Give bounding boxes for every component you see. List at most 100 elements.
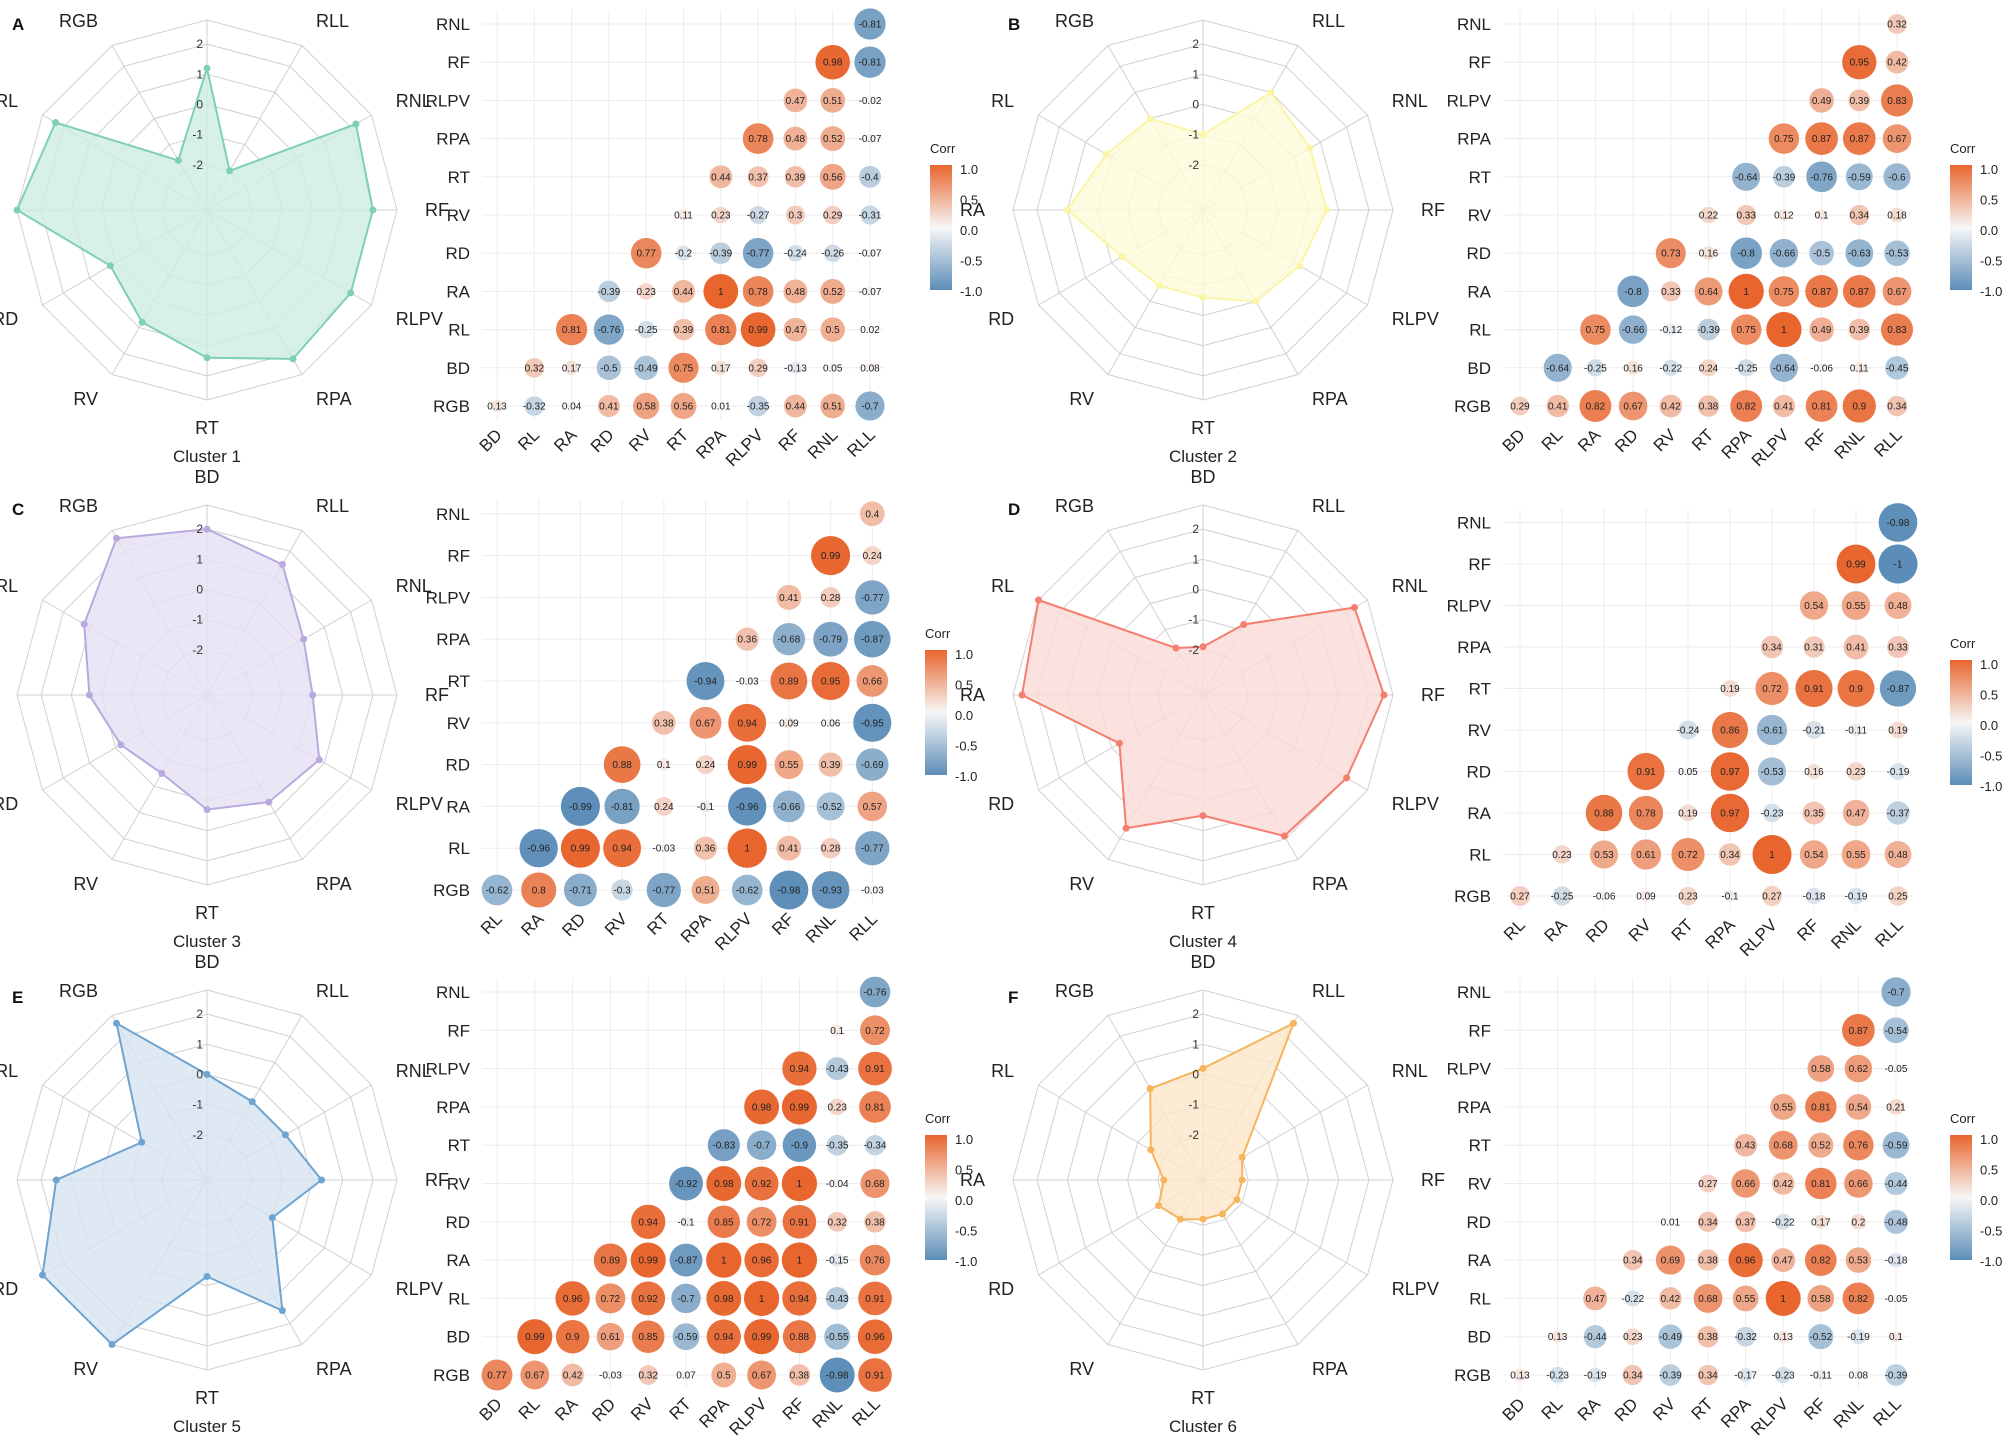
corr-value: 0.51: [696, 886, 716, 897]
corr-cell: [853, 7, 887, 41]
corr-value: 0.91: [790, 1217, 810, 1228]
legend-tick-label: 0.0: [955, 1193, 973, 1208]
corr-cell: [781, 1280, 818, 1317]
corr-cell: [1816, 362, 1827, 374]
corr-cell: [783, 88, 808, 113]
corr-value: -0.48: [1885, 1217, 1908, 1228]
corr-cell: [775, 584, 802, 611]
corr-value: 0.52: [823, 287, 843, 298]
corr-cell: [743, 1280, 780, 1317]
corr-value: -0.34: [864, 1141, 887, 1152]
corr-value: 0.57: [863, 802, 883, 813]
corr-cell: [858, 165, 882, 189]
corr-legend: Corr 1.0 0.5 0.0 -0.5 -1.0: [930, 141, 982, 299]
corr-value: -0.93: [819, 886, 842, 897]
corr-value: -0.81: [859, 20, 882, 31]
cluster-title: Cluster 3: [173, 932, 241, 951]
corr-cell: [1890, 1063, 1902, 1074]
corr-cell: [1730, 313, 1762, 346]
corr-cell: [1768, 275, 1800, 308]
corr-value: -0.64: [1773, 363, 1796, 374]
matrix-row-label: RNL: [1457, 983, 1491, 1002]
corr-cell: [1804, 1243, 1838, 1277]
matrix-col-label: RLL: [843, 425, 878, 460]
corr-cell: [859, 500, 886, 527]
corr-value: 0.82: [1586, 402, 1606, 413]
corr-cell: [1738, 1367, 1754, 1383]
corr-value: -0.81: [611, 802, 634, 813]
corr-cell: [1729, 236, 1763, 270]
matrix-col-label: RT: [1668, 915, 1697, 944]
panel-letter: F: [1008, 988, 1018, 1007]
corr-cell: [1805, 887, 1823, 905]
corr-value: 1: [1769, 850, 1775, 861]
matrix-row-label: RA: [446, 797, 470, 816]
corr-value: 0.62: [1849, 1064, 1869, 1075]
legend-tick-label: 1.0: [955, 1132, 973, 1147]
radar-point: [1122, 824, 1130, 832]
corr-cell: [1658, 394, 1683, 418]
corr-value: 0.27: [1510, 892, 1530, 903]
corr-value: -0.32: [1734, 1332, 1757, 1343]
corr-value: -0.13: [784, 363, 807, 374]
corr-cell: [1696, 1248, 1720, 1272]
corr-cell: [686, 661, 725, 701]
corr-value: -0.23: [1546, 1371, 1569, 1382]
corr-cell: [864, 362, 876, 374]
corr-value: -0.66: [1622, 325, 1645, 336]
matrix-col-label: RT: [1688, 425, 1717, 454]
corr-cell: [1879, 669, 1917, 708]
corr-cell: [1699, 206, 1718, 224]
corr-cell: [1880, 976, 1912, 1008]
corr-cell: [1618, 314, 1648, 345]
corr-value: -0.44: [1584, 1332, 1607, 1343]
corr-cell: [1887, 885, 1909, 907]
corr-value: 0.89: [601, 1256, 621, 1267]
radar-axis-label: RD: [988, 309, 1014, 329]
matrix-col-label: RPA: [1702, 915, 1740, 953]
radar-axis-label: RGB: [59, 981, 98, 1001]
corr-cell: [667, 352, 700, 384]
corr-cell: [1808, 87, 1835, 114]
corr-value: 0.76: [865, 1256, 885, 1267]
corr-value: 0.42: [563, 1371, 583, 1382]
corr-cell: [603, 745, 641, 784]
corr-value: 0.67: [1887, 134, 1907, 145]
matrix-row-label: RA: [446, 282, 470, 301]
radar-point: [203, 64, 211, 72]
corr-value: 0.42: [1887, 58, 1907, 69]
corr-cell: [519, 828, 559, 868]
corr-cell: [819, 1357, 856, 1393]
corr-value: 0.23: [827, 1102, 847, 1113]
corr-cell: [677, 208, 690, 222]
radar-axis-label: RD: [988, 794, 1014, 814]
corr-value: 1: [1780, 1294, 1786, 1305]
corr-value: -0.66: [778, 802, 801, 813]
corr-cell: [597, 280, 621, 303]
corr-cell: [1850, 1328, 1867, 1345]
corr-value: 0.99: [737, 760, 757, 771]
radar-point: [1238, 1153, 1246, 1161]
corr-cell: [1842, 121, 1877, 156]
matrix-row-label: RD: [1466, 244, 1491, 263]
corr-cell: [1733, 1133, 1758, 1158]
corr-cell: [1889, 721, 1907, 739]
corr-cell: [1628, 795, 1664, 831]
corr-value: -0.11: [1810, 1371, 1832, 1382]
corr-cell: [1710, 793, 1750, 833]
corr-cell: [564, 360, 580, 376]
legend-tick-label: 0.0: [1980, 718, 1998, 733]
corr-value: -0.25: [1551, 892, 1574, 903]
corr-cell: [819, 837, 842, 859]
matrix-col-label: RD: [587, 425, 618, 456]
corr-cell: [1889, 762, 1907, 781]
legend-tick-label: 0.5: [960, 193, 978, 208]
corr-value: 1: [1781, 325, 1787, 336]
corr-cell: [1804, 1167, 1838, 1200]
corr-value: 0.48: [1888, 601, 1908, 612]
corr-cell: [1882, 1016, 1910, 1044]
matrix-row-label: RF: [447, 53, 470, 72]
corr-cell: [1768, 122, 1800, 155]
